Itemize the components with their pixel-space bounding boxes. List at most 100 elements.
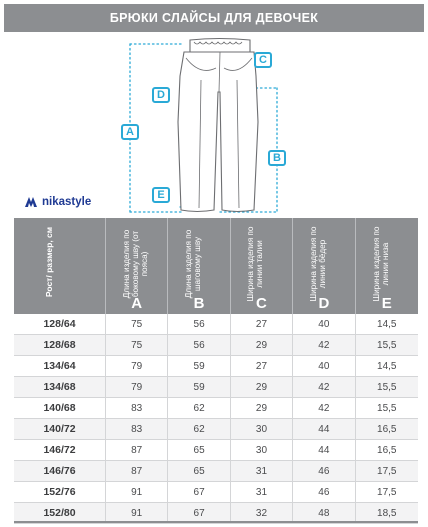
value-cell: 62	[168, 398, 231, 418]
value-cell: 27	[231, 356, 294, 376]
value-cell: 46	[293, 461, 356, 481]
size-cell: 140/72	[14, 419, 106, 439]
value-cell: 59	[168, 377, 231, 397]
value-cell: 40	[293, 356, 356, 376]
header-col-label: Длина изделия по шаговому шву	[184, 229, 203, 299]
value-cell: 15,5	[377, 402, 397, 414]
value-cell: 27	[231, 314, 294, 334]
value-cell: 44	[293, 440, 356, 460]
value-cell: 67	[168, 503, 231, 523]
marker-a: A	[121, 124, 139, 140]
marker-b: B	[268, 150, 286, 166]
value-cell: 46	[293, 482, 356, 502]
size-cell: 128/64	[14, 314, 106, 334]
size-cell: 134/64	[14, 356, 106, 376]
size-cell: 146/72	[14, 440, 106, 460]
header-col-letter: D	[318, 295, 330, 312]
value-cell: 18,5	[377, 507, 397, 519]
header-col-label: Ширина изделия по линии талии	[246, 226, 265, 302]
table-header: Рост/ размер, см Длина изделия по боково…	[14, 218, 418, 314]
value-cell: 44	[293, 419, 356, 439]
header-col-letter: E	[381, 295, 392, 312]
table-row: 152/76 91 67 31 46 17,5	[14, 482, 418, 503]
size-chart: БРЮКИ СЛАЙСЫ ДЛЯ ДЕВОЧЕК	[4, 4, 424, 523]
brand-logo: nikastyle	[24, 196, 91, 208]
header-col-a: Длина изделия по боковому шву (от пояса)…	[106, 218, 169, 314]
value-cell: 75	[106, 335, 169, 355]
value-cell: 14,5	[377, 360, 397, 372]
marker-e: E	[152, 187, 170, 203]
header-col-label: Ширина изделия по линии бёдер	[308, 226, 327, 302]
footer-bar	[14, 521, 418, 523]
header-col-e: Ширина изделия по линии низа E	[356, 218, 418, 314]
header-col-label: Длина изделия по боковому шву (от пояса)	[121, 229, 149, 299]
value-cell: 48	[293, 503, 356, 523]
marker-c: C	[254, 52, 272, 68]
table-body: 128/64 75 56 27 40 14,5 128/68 75 56 29 …	[14, 314, 418, 524]
value-cell: 56	[168, 314, 231, 334]
value-cell: 83	[106, 398, 169, 418]
value-cell: 87	[106, 440, 169, 460]
value-cell: 65	[168, 440, 231, 460]
table-row: 152/80 91 67 32 48 18,5	[14, 503, 418, 524]
value-cell: 91	[106, 503, 169, 523]
header-col-c: Ширина изделия по линии талии C	[231, 218, 294, 314]
table-row: 146/76 87 65 31 46 17,5	[14, 461, 418, 482]
table-row: 128/68 75 56 29 42 15,5	[14, 335, 418, 356]
value-cell: 31	[231, 482, 294, 502]
value-cell: 91	[106, 482, 169, 502]
size-cell: 152/76	[14, 482, 106, 502]
table-row: 134/64 79 59 27 40 14,5	[14, 356, 418, 377]
page-title: БРЮКИ СЛАЙСЫ ДЛЯ ДЕВОЧЕК	[4, 4, 424, 32]
size-cell: 134/68	[14, 377, 106, 397]
table-row: 140/68 83 62 29 42 15,5	[14, 398, 418, 419]
header-col-letter: B	[193, 295, 205, 312]
nikastyle-logo-icon	[25, 197, 37, 207]
table-row: 140/72 83 62 30 44 16,5	[14, 419, 418, 440]
value-cell: 29	[231, 335, 294, 355]
size-cell: 140/68	[14, 398, 106, 418]
value-cell: 30	[231, 440, 294, 460]
value-cell: 42	[293, 398, 356, 418]
value-cell: 32	[231, 503, 294, 523]
value-cell: 40	[293, 314, 356, 334]
pants-diagram: A B C D E	[4, 32, 424, 222]
value-cell: 59	[168, 356, 231, 376]
value-cell: 42	[293, 377, 356, 397]
header-col-b: Длина изделия по шаговому шву B	[168, 218, 231, 314]
size-cell: 128/68	[14, 335, 106, 355]
value-cell: 16,5	[377, 423, 397, 435]
size-table: Рост/ размер, см Длина изделия по боково…	[14, 218, 418, 524]
value-cell: 15,5	[377, 381, 397, 393]
value-cell: 14,5	[377, 318, 397, 330]
value-cell: 29	[231, 398, 294, 418]
value-cell: 31	[231, 461, 294, 481]
header-col-letter: A	[131, 295, 143, 312]
header-col-letter: C	[256, 295, 267, 312]
value-cell: 17,5	[377, 486, 397, 498]
size-cell: 152/80	[14, 503, 106, 523]
brand-name: nikastyle	[42, 196, 92, 208]
value-cell: 67	[168, 482, 231, 502]
value-cell: 17,5	[377, 465, 397, 477]
header-col-d: Ширина изделия по линии бёдер D	[293, 218, 356, 314]
value-cell: 15,5	[377, 339, 397, 351]
marker-d: D	[152, 87, 170, 103]
value-cell: 75	[106, 314, 169, 334]
value-cell: 42	[293, 335, 356, 355]
size-cell: 146/76	[14, 461, 106, 481]
value-cell: 79	[106, 356, 169, 376]
value-cell: 83	[106, 419, 169, 439]
value-cell: 16,5	[377, 444, 397, 456]
pants-illustration	[129, 37, 278, 213]
table-row: 134/68 79 59 29 42 15,5	[14, 377, 418, 398]
header-size-label: Рост/ размер, см	[43, 226, 54, 298]
table-row: 128/64 75 56 27 40 14,5	[14, 314, 418, 335]
value-cell: 62	[168, 419, 231, 439]
value-cell: 79	[106, 377, 169, 397]
header-col-label: Ширина изделия по линии низа	[371, 226, 390, 302]
table-row: 146/72 87 65 30 44 16,5	[14, 440, 418, 461]
value-cell: 65	[168, 461, 231, 481]
value-cell: 29	[231, 377, 294, 397]
header-size: Рост/ размер, см	[14, 218, 106, 314]
